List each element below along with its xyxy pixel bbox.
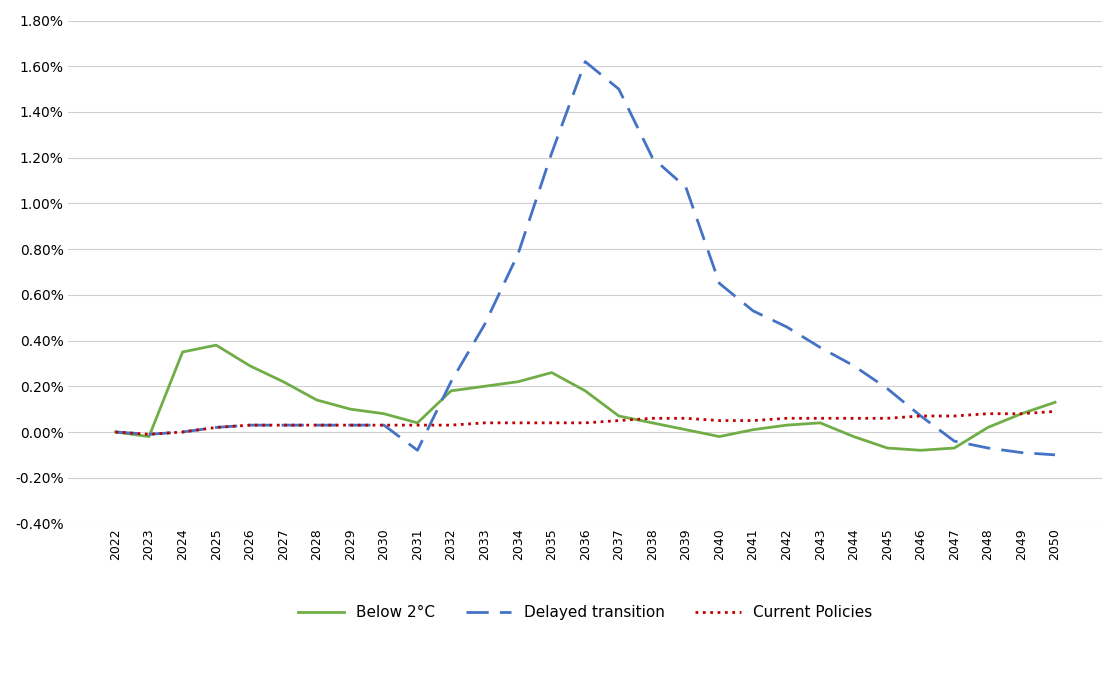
- Delayed transition: [445, 377, 458, 386]
- Current Policies: [277, 421, 290, 429]
- Delayed transition: [378, 421, 391, 429]
- Current Policies: [880, 414, 894, 422]
- Current Policies: [411, 421, 424, 429]
- Below 2°C: [947, 444, 961, 452]
- Below 2°C: [713, 432, 726, 441]
- Line: Below 2°C: Below 2°C: [115, 345, 1056, 450]
- Current Policies: [612, 416, 626, 424]
- Below 2°C: [209, 341, 222, 350]
- Below 2°C: [378, 409, 391, 418]
- Current Policies: [579, 419, 592, 427]
- Delayed transition: [108, 428, 122, 436]
- Current Policies: [947, 412, 961, 420]
- Below 2°C: [277, 377, 290, 386]
- Current Policies: [679, 414, 693, 422]
- Delayed transition: [880, 384, 894, 392]
- Delayed transition: [612, 85, 626, 93]
- Delayed transition: [1049, 451, 1062, 459]
- Below 2°C: [445, 387, 458, 395]
- Below 2°C: [1014, 409, 1028, 418]
- Current Policies: [244, 421, 257, 429]
- Current Policies: [1049, 407, 1062, 415]
- Delayed transition: [545, 149, 558, 157]
- Current Policies: [445, 421, 458, 429]
- Current Policies: [780, 414, 793, 422]
- Current Policies: [142, 430, 155, 439]
- Below 2°C: [545, 369, 558, 377]
- Below 2°C: [344, 405, 357, 413]
- Delayed transition: [344, 421, 357, 429]
- Below 2°C: [244, 362, 257, 370]
- Delayed transition: [914, 412, 927, 420]
- Below 2°C: [847, 432, 860, 441]
- Below 2°C: [679, 426, 693, 434]
- Delayed transition: [780, 323, 793, 331]
- Current Policies: [378, 421, 391, 429]
- Below 2°C: [142, 432, 155, 441]
- Current Policies: [545, 419, 558, 427]
- Delayed transition: [746, 307, 760, 315]
- Below 2°C: [1049, 398, 1062, 407]
- Delayed transition: [244, 421, 257, 429]
- Delayed transition: [579, 58, 592, 66]
- Delayed transition: [209, 424, 222, 432]
- Current Policies: [175, 428, 189, 436]
- Delayed transition: [981, 444, 994, 452]
- Delayed transition: [947, 437, 961, 445]
- Current Policies: [478, 419, 491, 427]
- Current Policies: [981, 409, 994, 418]
- Current Policies: [646, 414, 659, 422]
- Current Policies: [847, 414, 860, 422]
- Current Policies: [813, 414, 827, 422]
- Below 2°C: [813, 419, 827, 427]
- Delayed transition: [813, 343, 827, 352]
- Delayed transition: [311, 421, 324, 429]
- Delayed transition: [277, 421, 290, 429]
- Line: Delayed transition: Delayed transition: [115, 62, 1056, 455]
- Below 2°C: [512, 377, 525, 386]
- Current Policies: [746, 416, 760, 424]
- Current Policies: [311, 421, 324, 429]
- Below 2°C: [746, 426, 760, 434]
- Below 2°C: [478, 382, 491, 390]
- Below 2°C: [646, 419, 659, 427]
- Below 2°C: [612, 412, 626, 420]
- Current Policies: [713, 416, 726, 424]
- Below 2°C: [880, 444, 894, 452]
- Delayed transition: [646, 154, 659, 162]
- Delayed transition: [679, 184, 693, 192]
- Below 2°C: [311, 396, 324, 404]
- Current Policies: [108, 428, 122, 436]
- Below 2°C: [175, 348, 189, 356]
- Below 2°C: [914, 446, 927, 454]
- Below 2°C: [780, 421, 793, 429]
- Delayed transition: [411, 446, 424, 454]
- Delayed transition: [142, 430, 155, 439]
- Current Policies: [344, 421, 357, 429]
- Delayed transition: [713, 279, 726, 288]
- Delayed transition: [512, 250, 525, 258]
- Delayed transition: [1014, 449, 1028, 457]
- Delayed transition: [478, 320, 491, 328]
- Delayed transition: [175, 428, 189, 436]
- Legend: Below 2°C, Delayed transition, Current Policies: Below 2°C, Delayed transition, Current P…: [292, 599, 879, 626]
- Line: Current Policies: Current Policies: [115, 411, 1056, 435]
- Below 2°C: [579, 387, 592, 395]
- Current Policies: [512, 419, 525, 427]
- Current Policies: [914, 412, 927, 420]
- Current Policies: [1014, 409, 1028, 418]
- Below 2°C: [981, 424, 994, 432]
- Below 2°C: [411, 419, 424, 427]
- Below 2°C: [108, 428, 122, 436]
- Current Policies: [209, 424, 222, 432]
- Delayed transition: [847, 362, 860, 370]
